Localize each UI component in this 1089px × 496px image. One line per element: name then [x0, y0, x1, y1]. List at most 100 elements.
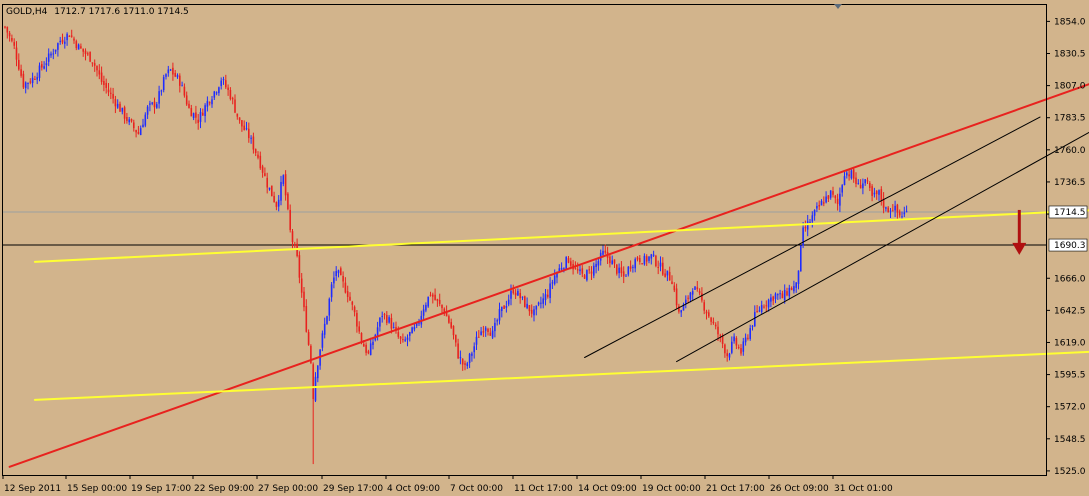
candle-body — [694, 286, 696, 290]
candle-body — [307, 332, 310, 345]
candle-body — [434, 294, 436, 300]
candle-body — [652, 254, 655, 256]
candle-body — [505, 305, 508, 308]
candle-body — [333, 277, 335, 284]
black-channel-upper[interactable] — [584, 116, 1041, 358]
candle-body — [880, 189, 883, 201]
candle-body — [121, 107, 124, 112]
candle-body — [461, 358, 464, 365]
price-axis[interactable]: 1854.01830.51807.01783.51760.01736.51713… — [1046, 5, 1088, 477]
candle-body — [491, 330, 494, 338]
candle-body — [455, 334, 457, 343]
yellow-lower-channel[interactable] — [33, 350, 1089, 401]
candle-body — [487, 328, 489, 332]
candle-body — [547, 294, 549, 297]
candle-body — [563, 268, 565, 270]
candle-body — [611, 260, 613, 265]
candle-body — [27, 82, 29, 84]
candle-body — [80, 46, 82, 49]
candle-body — [767, 299, 770, 308]
symbol-label: GOLD,H4 — [6, 7, 48, 17]
candle-body — [176, 75, 179, 78]
candle-body — [314, 376, 317, 401]
candle-body — [225, 80, 227, 88]
candle-body — [763, 306, 765, 308]
down-arrow-icon[interactable] — [1012, 242, 1027, 255]
candle-body — [271, 185, 273, 197]
candle-body — [685, 299, 687, 304]
yellow-upper-channel[interactable] — [33, 209, 1089, 263]
candle-body — [22, 73, 25, 88]
candle-body — [70, 35, 73, 37]
candle-body — [583, 275, 586, 279]
scroll-marker-icon[interactable] — [834, 4, 842, 9]
candle-body — [59, 40, 61, 42]
candle-body — [204, 105, 206, 117]
candle-body — [905, 211, 908, 213]
candle-body — [758, 310, 761, 312]
candle-body — [581, 268, 584, 274]
candle-body — [475, 336, 478, 345]
candle-body — [202, 112, 204, 116]
candle-body — [358, 326, 360, 332]
candle-body — [813, 210, 816, 216]
candle-body — [668, 271, 671, 281]
candle-body — [535, 305, 538, 310]
candle-body — [215, 92, 218, 94]
candle-body — [172, 67, 174, 75]
current-price-tag-box — [1048, 205, 1088, 219]
candle-body — [344, 282, 347, 293]
candle-body — [650, 254, 653, 259]
candle-body — [800, 245, 802, 272]
candle-body — [629, 266, 632, 269]
candle-body — [604, 250, 607, 253]
time-tick-label: 11 Oct 17:00 — [514, 484, 573, 494]
candle-body — [703, 302, 705, 311]
candle-body — [259, 155, 262, 169]
candle-body — [390, 317, 393, 329]
candle-body — [632, 266, 634, 268]
candle-body — [11, 37, 13, 41]
trendline-layer[interactable] — [8, 79, 1089, 468]
candle-body — [248, 128, 250, 139]
candle-body — [666, 270, 669, 276]
candle-body — [549, 283, 551, 299]
time-tick-label: 29 Sep 17:00 — [323, 484, 383, 494]
candle-body — [625, 275, 627, 277]
candle-body — [537, 302, 540, 305]
candle-body — [882, 198, 885, 208]
candle-body — [144, 114, 147, 126]
candle-body — [386, 315, 388, 323]
candle-body — [788, 287, 791, 297]
candle-body — [73, 38, 75, 41]
candle-body — [841, 185, 843, 193]
candle-body — [468, 353, 471, 363]
candle-body — [404, 339, 406, 341]
candle-body — [754, 312, 756, 326]
candle-body — [376, 327, 379, 336]
time-axis[interactable]: 12 Sep 2011 15 Sep 00:00 19 Sep 17:00 22 Se… — [2, 475, 893, 494]
candle-body — [859, 184, 862, 189]
candle-body — [195, 112, 197, 118]
black-channel-lower[interactable] — [676, 124, 1089, 363]
candle-body — [829, 190, 832, 198]
candle-body — [103, 81, 105, 85]
candle-body — [662, 262, 664, 275]
candle-body — [556, 272, 558, 278]
candle-body — [227, 87, 229, 90]
candle-body — [418, 322, 420, 324]
candle-body — [280, 181, 282, 201]
candle-body — [820, 200, 823, 206]
candle-body — [291, 231, 294, 242]
candle-body — [521, 296, 524, 298]
candle-body — [402, 339, 404, 341]
candle-body — [781, 293, 784, 299]
candle-body — [24, 82, 27, 89]
candle-body — [192, 113, 195, 118]
candle-body — [146, 106, 149, 115]
candle-body — [744, 337, 747, 343]
red-trendline[interactable] — [8, 79, 1089, 468]
candle-body — [87, 53, 89, 55]
